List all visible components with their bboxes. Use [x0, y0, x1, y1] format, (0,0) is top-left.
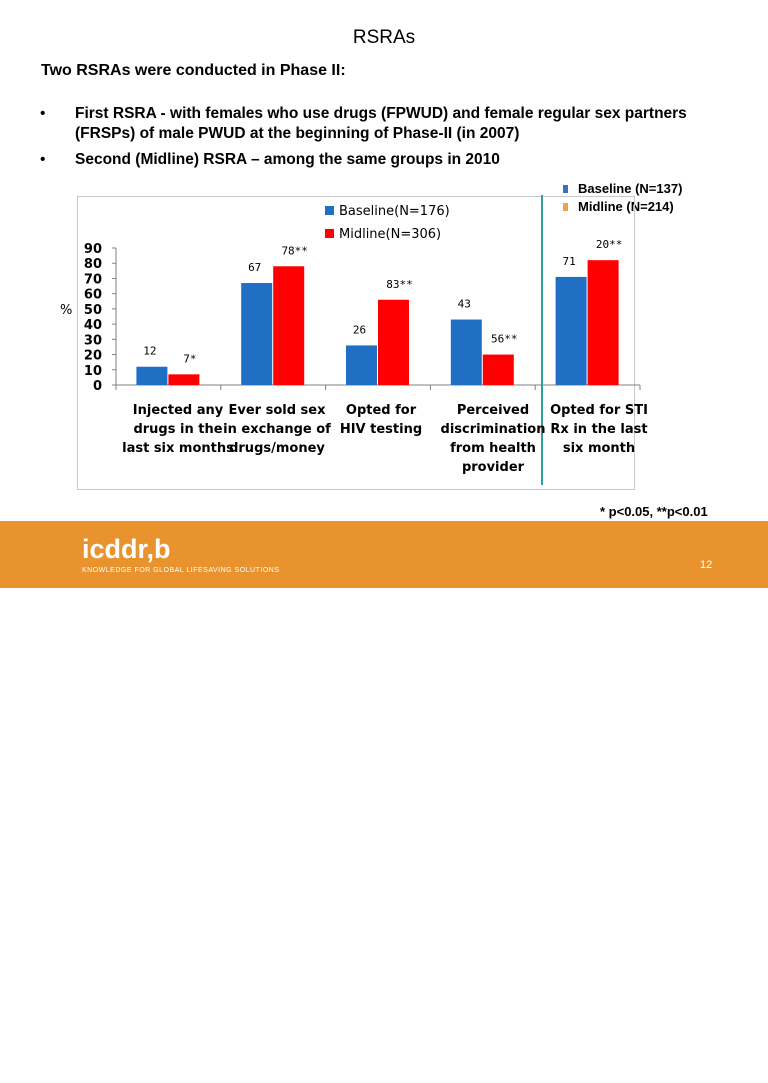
data-label: 26: [353, 323, 366, 336]
slide-title: RSRAs: [352, 27, 416, 48]
y-tick-label: 10: [84, 364, 102, 379]
data-label: 71: [562, 255, 575, 268]
midline-swatch: [563, 203, 568, 211]
data-label: 43: [458, 298, 471, 311]
chart-area: [77, 196, 635, 490]
bar-midline: [168, 374, 200, 385]
category-label: Opted for HIV testing: [339, 403, 423, 437]
category-label: Injected any drugs in the last six month…: [122, 403, 234, 456]
y-tick-label: 20: [84, 349, 102, 364]
data-label: 67: [248, 261, 261, 274]
page-number: 12: [700, 559, 713, 571]
outer-legend: Baseline (N=137) Midline (N=214): [563, 180, 682, 216]
bullet-item: Second (Midline) RSRA – among the same g…: [40, 150, 740, 170]
bullet-item: First RSRA - with females who use drugs …: [40, 104, 740, 144]
bar-midline: [482, 354, 514, 385]
footnote: * p<0.05, **p<0.01: [600, 504, 708, 519]
y-tick-label: 30: [84, 333, 102, 348]
bar-midline: [273, 266, 305, 385]
outer-legend-baseline-label: Baseline (N=137): [578, 181, 683, 196]
bar-baseline: [346, 345, 377, 385]
bar-baseline: [450, 319, 482, 385]
category-label: Opted for STI Rx in the last six month: [550, 403, 648, 456]
y-tick-label: 50: [84, 303, 102, 318]
data-label: 78**: [281, 244, 308, 257]
logo-icon: [47, 1051, 77, 1081]
bullet-list: First RSRA - with females who use drugs …: [40, 104, 740, 176]
data-label: 20**: [596, 238, 623, 251]
y-tick-label: 40: [84, 318, 102, 333]
y-tick-label: 0: [93, 379, 102, 394]
logo-tagline: KNOWLEDGE FOR GLOBAL LIFESAVING SOLUTION…: [82, 567, 280, 574]
category-label: Perceived discrimination from health pro…: [440, 403, 546, 475]
legend-swatch-midline: [325, 229, 334, 238]
category-label: Ever sold sex in exchange of drugs/money: [223, 403, 331, 456]
y-tick-label: 60: [84, 288, 102, 303]
bar-midline: [587, 260, 619, 385]
y-tick-label: 90: [84, 242, 102, 257]
y-axis-label: %: [60, 303, 73, 318]
y-tick-label: 80: [84, 257, 102, 272]
bar-baseline: [241, 283, 273, 385]
data-label: 56**: [491, 333, 518, 346]
legend-label: Baseline(N=176): [339, 204, 450, 219]
y-tick-label: 70: [84, 272, 102, 287]
data-label: 12: [143, 345, 156, 358]
data-label: 7*: [183, 352, 196, 365]
bar-baseline: [136, 366, 168, 385]
bar-baseline: [555, 276, 587, 385]
outer-legend-baseline: Baseline (N=137): [563, 180, 682, 198]
outer-legend-midline-label: Midline (N=214): [578, 199, 674, 214]
slide-subtitle: Two RSRAs were conducted in Phase II:: [41, 62, 346, 79]
outer-legend-midline: Midline (N=214): [563, 198, 682, 216]
logo-name: icddr,b: [82, 534, 171, 564]
legend-label: Midline(N=306): [339, 227, 441, 242]
data-label: 83**: [386, 278, 413, 291]
legend-swatch-baseline: [325, 206, 334, 215]
bar-midline: [378, 299, 409, 385]
baseline-swatch: [563, 185, 568, 193]
